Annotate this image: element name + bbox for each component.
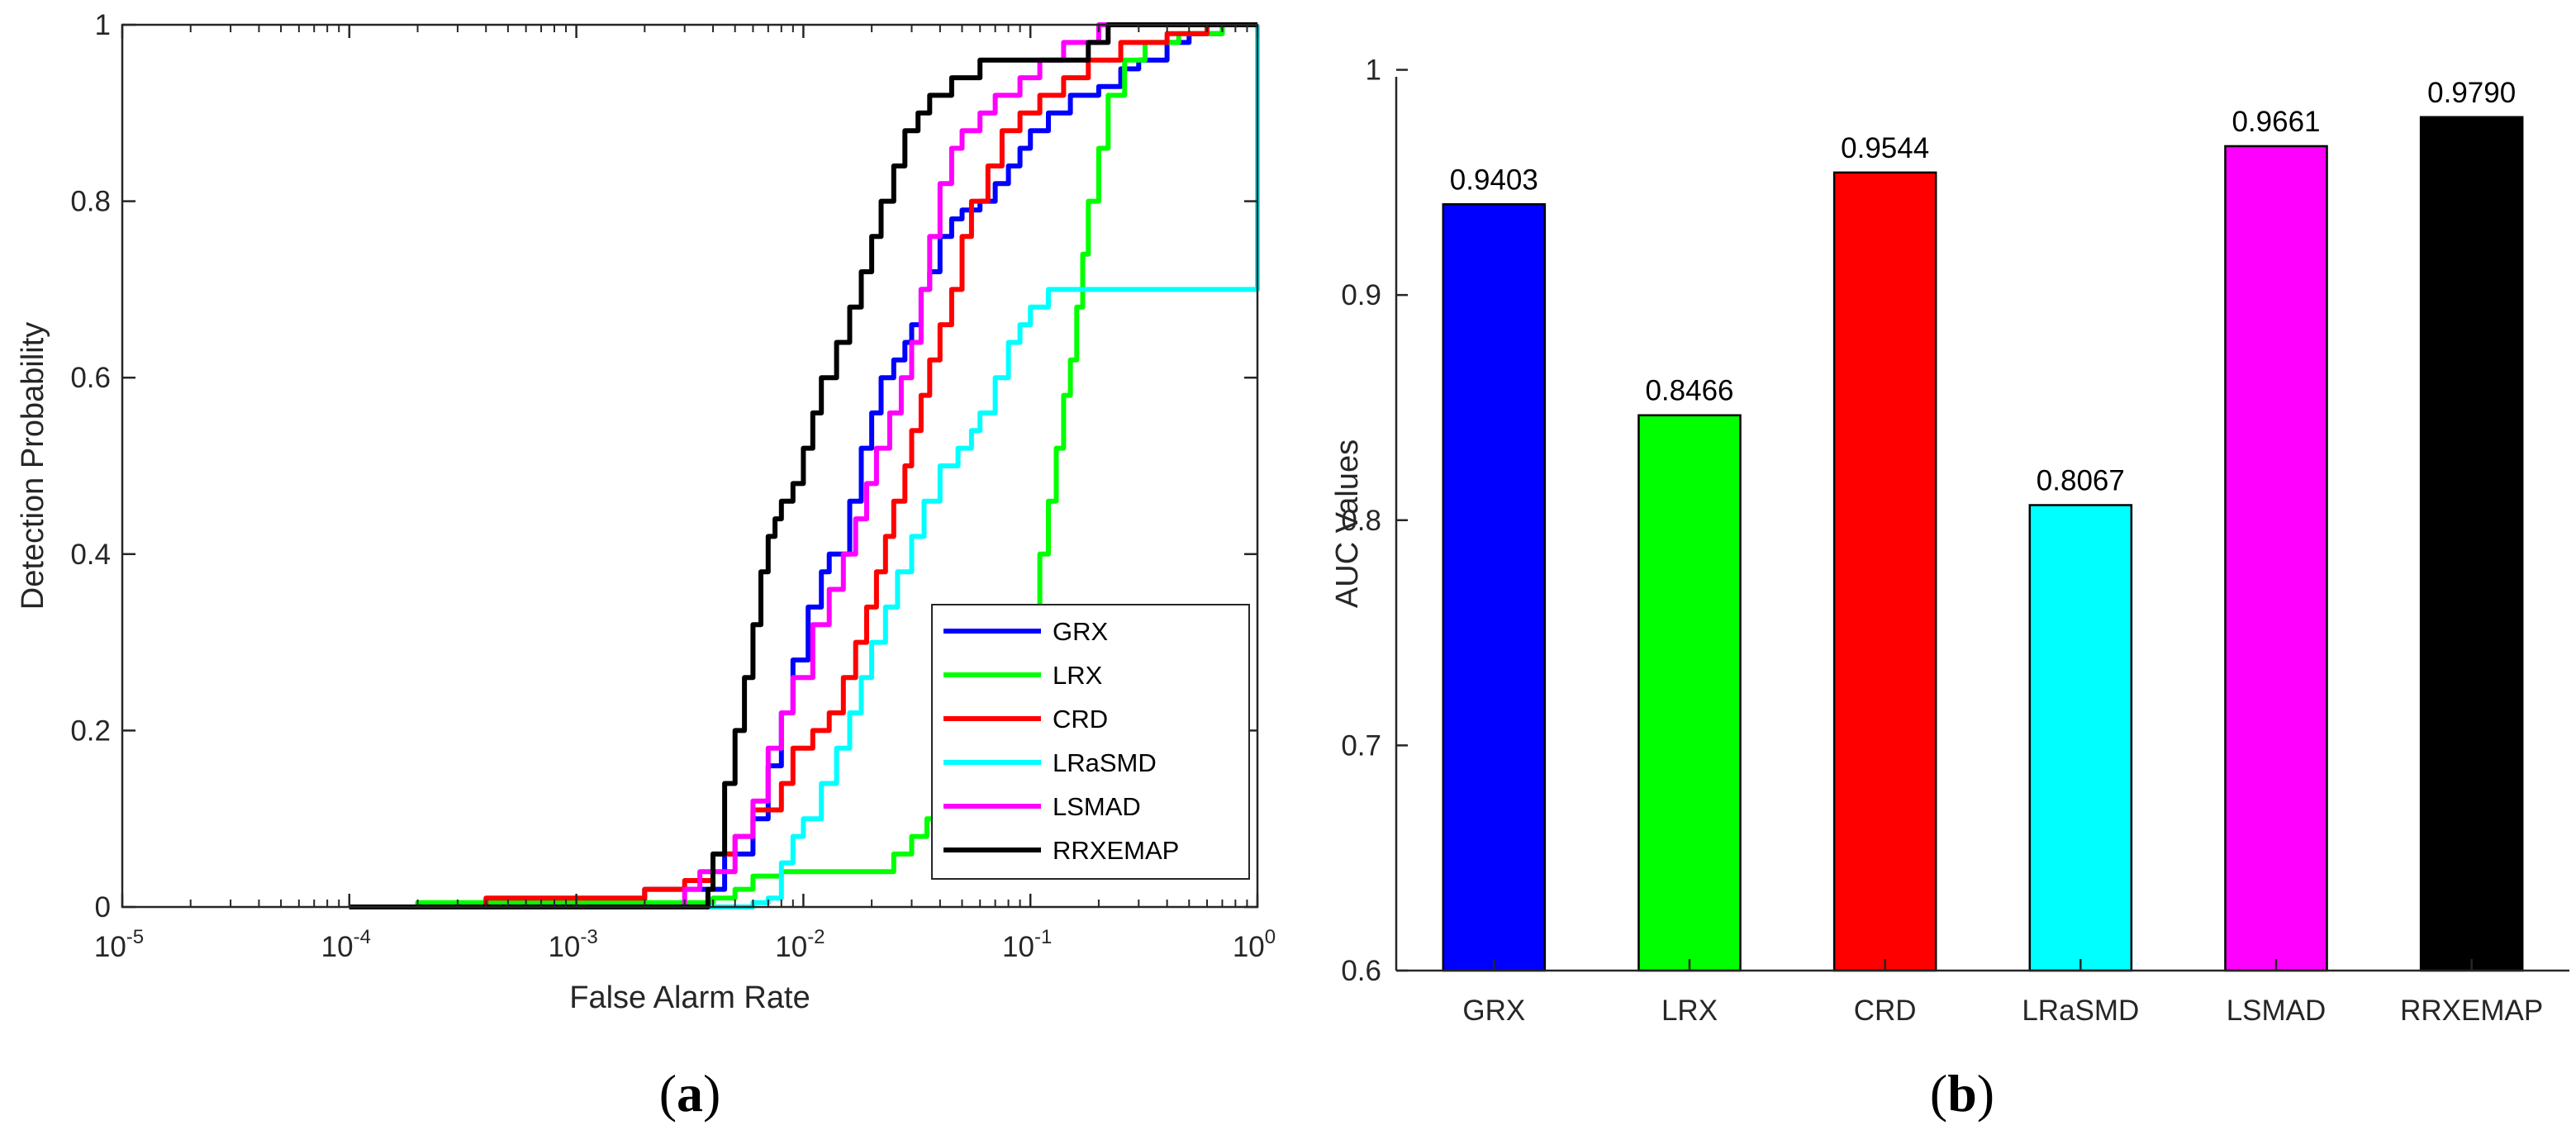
- roc-x-tick-label: 100: [1233, 926, 1276, 963]
- auc-value-label: 0.8466: [1645, 375, 1733, 407]
- roc-y-tick-label: 0.8: [70, 186, 111, 218]
- roc-y-tick-label: 0: [95, 891, 111, 923]
- auc-y-ticks: 0.6 0.7 0.8 0.9 1: [1341, 55, 1408, 987]
- roc-legend-label: LRaSMD: [1053, 748, 1157, 777]
- auc-bar-grx: [1442, 203, 1547, 972]
- auc-y-tick-label: 0.6: [1341, 955, 1381, 987]
- roc-curve-lrasmd: [349, 25, 1260, 909]
- auc-value-label: 0.9403: [1450, 164, 1538, 196]
- auc-y-tick-label: 0.7: [1341, 729, 1381, 762]
- roc-x-tick-label: 10-5: [94, 926, 144, 963]
- auc-y-tick-label: 1: [1366, 55, 1381, 87]
- auc-x-tick-label: LRX: [1661, 995, 1718, 1027]
- roc-y-tick-label: 1: [95, 9, 111, 41]
- auc-x-tick-label: LSMAD: [2227, 995, 2326, 1027]
- roc-y-tick-label: 0.6: [70, 362, 111, 394]
- roc-curve-lsmad: [349, 22, 1257, 909]
- auc-x-tick-label: GRX: [1462, 995, 1525, 1027]
- roc-chart: 10-5 10-4 10-3 10-2 10-1 100 0 0.2 0.4 0.6 0.8 1 F…: [16, 9, 1276, 1015]
- auc-y-axis-label: AUC Values: [1330, 439, 1365, 608]
- roc-legend-label: CRD: [1053, 705, 1108, 734]
- auc-value-label: 0.9790: [2427, 77, 2516, 109]
- auc-bar-rrxemap: [2419, 116, 2524, 972]
- auc-bar-lrx: [1637, 414, 1742, 972]
- panel-label-b: (b): [1930, 1064, 1994, 1123]
- roc-legend-label: LRX: [1053, 661, 1103, 690]
- auc-x-tick-label: CRD: [1854, 995, 1917, 1027]
- auc-axes: [1395, 77, 2569, 972]
- auc-value-label: 0.9661: [2231, 106, 2320, 138]
- roc-x-tick-label: 10-4: [321, 926, 371, 963]
- roc-x-tick-label: 10-3: [548, 926, 597, 963]
- auc-value-label: 0.9544: [1841, 132, 1929, 164]
- auc-y-tick-label: 0.9: [1341, 279, 1381, 311]
- auc-bar-lsmad: [2224, 145, 2328, 972]
- auc-x-tick-label: LRaSMD: [2022, 995, 2139, 1027]
- auc-value-label: 0.8067: [2037, 464, 2125, 496]
- auc-bar-lrasmd: [2028, 504, 2133, 972]
- roc-plot-frame: [121, 23, 1259, 909]
- roc-y-tick-label: 0.2: [70, 715, 111, 747]
- roc-x-tick-label: 10-1: [1002, 926, 1052, 963]
- roc-legend-box: [931, 604, 1250, 880]
- auc-x-ticks: GRX LRX CRD LRaSMD LSMAD RRXEMAP: [1462, 959, 2543, 1027]
- panel-label-a: (a): [659, 1064, 721, 1123]
- roc-x-tick-label: 10-2: [775, 926, 825, 963]
- roc-x-ticks: 10-5 10-4 10-3 10-2 10-1 100: [94, 25, 1276, 963]
- roc-legend-label: GRX: [1053, 617, 1109, 646]
- auc-x-tick-label: RRXEMAP: [2400, 995, 2543, 1027]
- roc-legend-label: LSMAD: [1053, 792, 1141, 821]
- roc-x-axis-label: False Alarm Rate: [569, 980, 810, 1015]
- auc-bar-crd: [1832, 171, 1937, 972]
- auc-y-tick-label: 0.8: [1341, 505, 1381, 537]
- roc-legend: GRX LRX CRD LRaSMD LSMAD RRXEMAP: [931, 604, 1250, 880]
- roc-y-tick-label: 0.4: [70, 539, 111, 571]
- roc-y-ticks: 0 0.2 0.4 0.6 0.8 1: [70, 9, 1257, 923]
- roc-legend-label: RRXEMAP: [1053, 836, 1179, 865]
- auc-bars: 0.9403 0.8466 0.9544 0.8067 0.9661 0.9790: [1442, 77, 2524, 972]
- roc-y-axis-label: Detection Probability: [16, 322, 50, 610]
- roc-curves: [349, 22, 1260, 909]
- roc-curve-rrxemap: [349, 22, 1257, 909]
- auc-bar-chart: 0.9403 0.8466 0.9544 0.8067 0.9661 0.9790 0.6…: [1330, 55, 2569, 1027]
